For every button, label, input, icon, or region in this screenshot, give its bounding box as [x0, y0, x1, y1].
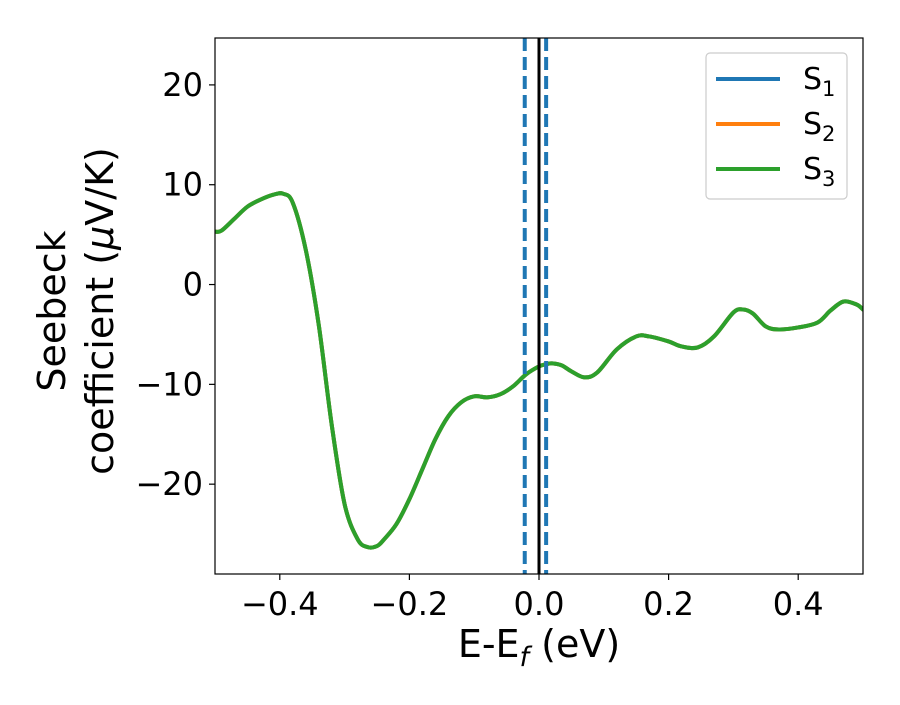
x-tick-label: −0.2 — [371, 585, 449, 623]
y-tick-label: −10 — [135, 365, 203, 403]
series-line-s3 — [215, 191, 863, 550]
vlines-layer — [522, 38, 549, 574]
y-tick-label: 20 — [162, 66, 203, 104]
y-axis-label-line1: Seebeck — [30, 230, 74, 391]
x-tick-label: 0.4 — [773, 585, 824, 623]
y-tick-label: 0 — [183, 266, 203, 304]
x-axis-label: E-Ef (eV) — [458, 622, 620, 673]
x-ticks: −0.4 −0.2 0.0 0.2 0.4 — [241, 574, 824, 623]
y-tick-label: −20 — [135, 465, 203, 503]
legend: S1 S2 S3 — [705, 52, 848, 200]
x-tick-label: −0.4 — [241, 585, 319, 623]
lines-layer — [215, 191, 863, 550]
x-tick-label: 0.0 — [514, 585, 565, 623]
y-axis-label: Seebeck coefficient (μV/K) — [30, 147, 122, 475]
y-tick-label: 10 — [162, 166, 203, 204]
legend-label-s2: S2 — [803, 107, 835, 146]
legend-label-s1: S1 — [803, 62, 835, 101]
legend-label-s3: S3 — [803, 152, 835, 191]
y-axis-label-line2: coefficient (μV/K) — [78, 147, 122, 475]
x-tick-label: 0.2 — [643, 585, 694, 623]
y-ticks: −20 −10 0 10 20 — [135, 66, 215, 503]
